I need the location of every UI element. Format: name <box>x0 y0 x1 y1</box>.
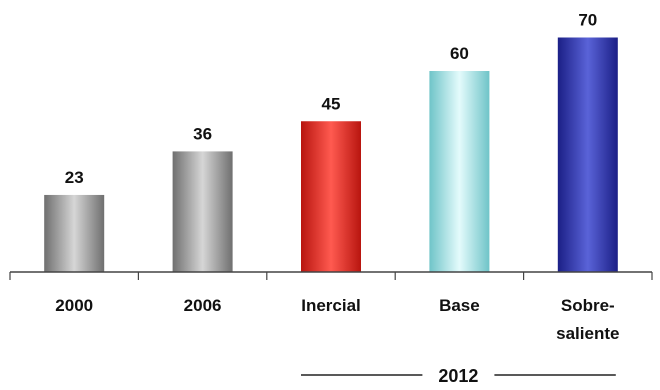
category-label-sobre-saliente: Sobre-saliente <box>556 296 619 343</box>
value-label-base: 60 <box>450 44 469 63</box>
group-bracket: 2012 <box>301 366 616 386</box>
bar-2006 <box>172 151 233 272</box>
bars-layer <box>44 37 618 272</box>
category-label-inercial: Inercial <box>301 296 361 315</box>
category-label-base: Base <box>439 296 480 315</box>
bar-sobre-saliente <box>557 37 618 272</box>
bar-base <box>429 71 490 272</box>
labels-layer: 23 2000 36 2006 45 Inercial 60 Base 70 Sobre-sali… <box>55 11 619 344</box>
x-axis <box>9 271 653 280</box>
value-label-sobre-saliente: 70 <box>578 11 597 30</box>
value-label-inercial: 45 <box>322 94 341 113</box>
category-label-2006: 2006 <box>184 296 222 315</box>
value-label-2006: 36 <box>193 124 212 143</box>
group-label: 2012 <box>438 366 478 386</box>
bar-2000 <box>44 194 105 272</box>
category-label-2000: 2000 <box>55 296 93 315</box>
bar-inercial <box>301 121 361 272</box>
value-label-2000: 23 <box>65 168 84 187</box>
